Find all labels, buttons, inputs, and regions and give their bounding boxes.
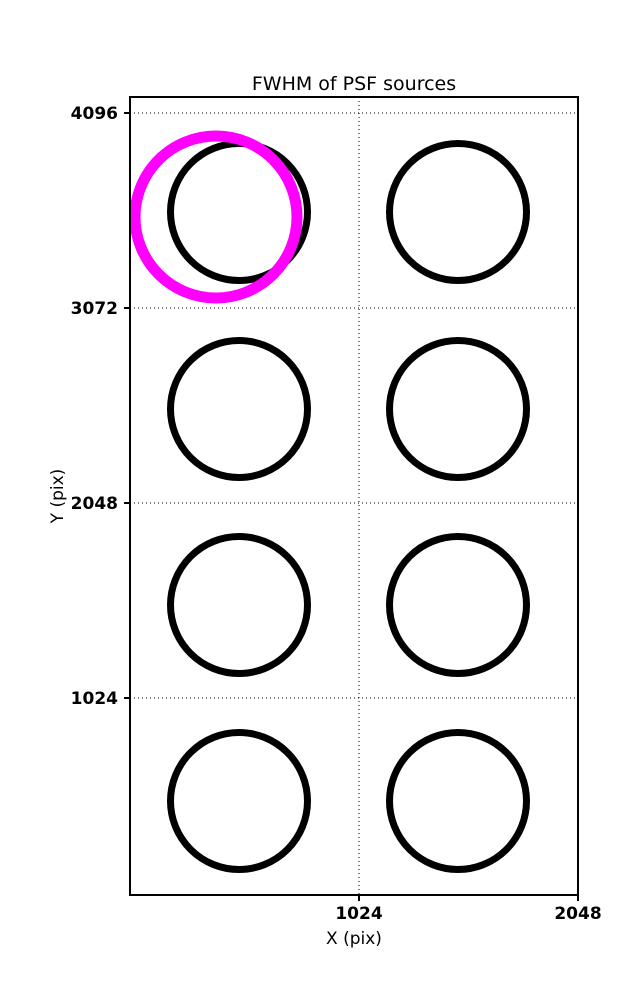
ytick-label-3072: 3072 [71, 299, 118, 319]
plot-frame [129, 96, 579, 896]
y-axis-label: Y (pix) [48, 469, 68, 525]
ytick-label-2048: 2048 [71, 494, 118, 514]
highlighted-source-markers [129, 130, 303, 304]
psf-source-marker [167, 337, 311, 481]
psf-source-marker [386, 337, 530, 481]
psf-source-marker [386, 729, 530, 873]
psf-source-marker [167, 533, 311, 677]
tick-marks [124, 112, 579, 901]
plot-area-background [130, 97, 578, 895]
xtick-label-1024: 1024 [335, 904, 382, 924]
psf-source-marker [386, 533, 530, 677]
psf-source-marker [167, 729, 311, 873]
x-axis-label: X (pix) [326, 929, 382, 949]
plot-title: FWHM of PSF sources [252, 73, 456, 95]
psf-source-markers [167, 140, 530, 873]
ytick-label-4096: 4096 [71, 104, 118, 124]
highlighted-source-marker [129, 130, 303, 304]
ytick-label-1024: 1024 [71, 689, 118, 709]
psf-source-marker [386, 140, 530, 284]
xtick-label-2048: 2048 [554, 904, 601, 924]
